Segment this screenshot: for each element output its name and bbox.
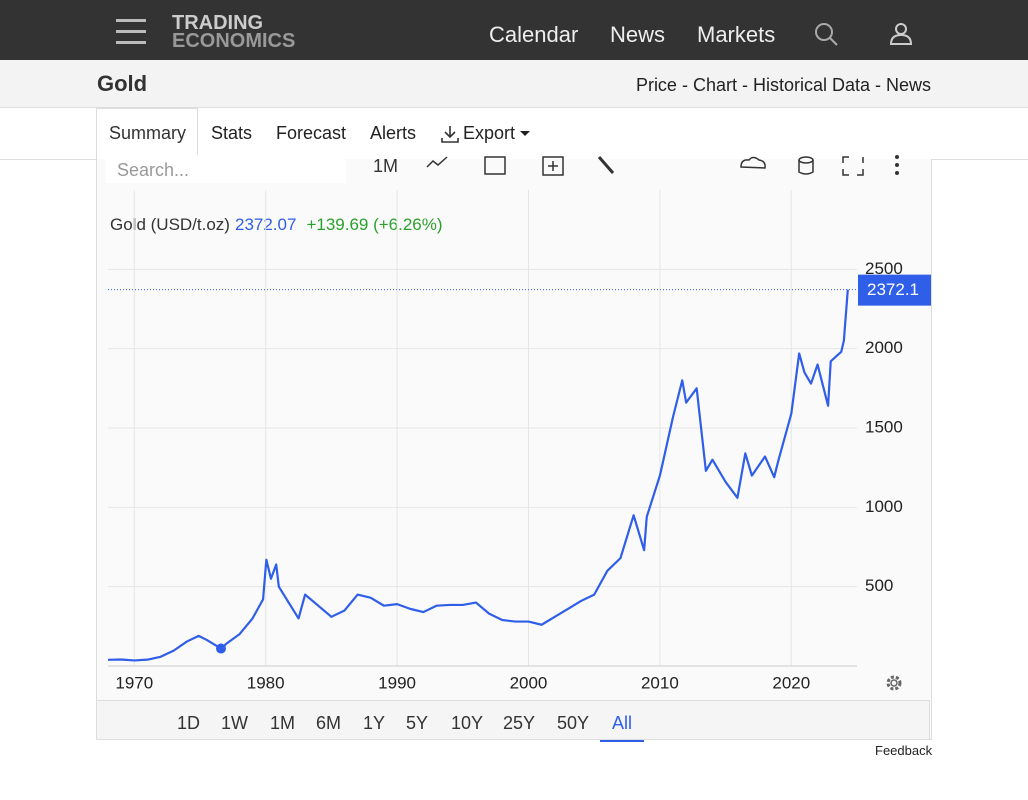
search-icon[interactable] <box>814 22 840 48</box>
dropdown-caret <box>520 131 530 136</box>
more-icon-dot <box>895 163 899 167</box>
y-tick-label: 1500 <box>865 417 903 436</box>
legend-change: +139.69 (+6.26%) <box>306 215 442 234</box>
range-button[interactable]: All <box>600 713 645 742</box>
range-button[interactable]: 6M <box>316 713 342 733</box>
y-tick-label: 2500 <box>865 259 903 278</box>
last-value-label: 2372.1 <box>867 280 919 299</box>
search-input[interactable]: Search... <box>106 155 346 183</box>
data-icon-body <box>798 160 814 175</box>
menu-icon[interactable] <box>116 18 148 46</box>
nav-link[interactable]: News <box>610 22 666 47</box>
sub-bar: Gold Price - Chart - Historical Data - N… <box>0 60 1028 108</box>
nav-link[interactable]: Markets <box>697 22 776 47</box>
y-tick-label: 1000 <box>865 497 903 516</box>
active-tab-box <box>96 108 198 160</box>
last-value-box <box>858 274 931 306</box>
x-tick-label: 1970 <box>115 673 153 692</box>
range-button[interactable]: 1M <box>270 713 296 733</box>
user-icon[interactable] <box>889 22 913 46</box>
range-button[interactable]: 1Y <box>363 713 386 733</box>
range-button[interactable]: 5Y <box>406 713 429 733</box>
download-icon[interactable] <box>740 156 766 169</box>
interval-button[interactable]: 1M <box>373 156 399 176</box>
price-line <box>107 289 849 662</box>
more-icon[interactable] <box>895 155 899 159</box>
legend: Gold (USD/t.oz) 2372.07 +139.69 (+6.26%) <box>110 215 443 234</box>
fullscreen-icon[interactable] <box>842 156 864 176</box>
y-tick-label: 500 <box>865 576 893 595</box>
toolbar-icons <box>426 155 899 176</box>
x-tick-label: 2000 <box>510 673 548 692</box>
sub-links[interactable]: Price - Chart - Historical Data - News <box>635 75 931 95</box>
more-icon-dot <box>895 171 899 175</box>
line-icon[interactable] <box>426 156 448 168</box>
y-tick-label: 2000 <box>865 338 903 357</box>
tab[interactable]: Summary <box>109 123 187 143</box>
logo[interactable]: TRADING ECONOMICS <box>172 12 296 52</box>
export-icon <box>441 126 459 143</box>
range-button[interactable]: 50Y <box>557 713 590 733</box>
calendar-icon[interactable] <box>484 156 506 175</box>
tab[interactable]: Stats <box>211 123 253 143</box>
tab[interactable]: Export <box>463 123 516 143</box>
legend-name: Gold (USD/t.oz) <box>110 215 230 234</box>
range-button[interactable]: 25Y <box>503 713 536 733</box>
add-icon[interactable] <box>542 156 564 176</box>
highlight-point <box>216 643 227 654</box>
feedback-link[interactable]: Feedback <box>875 743 933 758</box>
range-button[interactable]: 10Y <box>451 713 484 733</box>
tools-icon[interactable] <box>597 156 615 174</box>
x-tick-label: 1990 <box>378 673 416 692</box>
settings-icon[interactable] <box>886 675 902 691</box>
page-title: Gold <box>97 71 148 96</box>
add-icon-plus <box>548 161 558 171</box>
range-button[interactable]: 1W <box>221 713 248 733</box>
x-tick-label: 2020 <box>772 673 810 692</box>
range-button[interactable]: 1D <box>177 713 201 733</box>
top-bar: TRADING ECONOMICS Calendar News Markets <box>0 0 1028 60</box>
range-bar: 1D 1W 1M 6M 1Y 5Y 10Y 25Y 50Y All <box>96 700 930 742</box>
logo-line: TRADING <box>172 12 264 34</box>
tab[interactable]: Alerts <box>370 123 417 143</box>
x-tick-label: 1980 <box>247 673 285 692</box>
logo-line: ECONOMICS <box>172 30 296 52</box>
tab[interactable]: Forecast <box>276 123 347 143</box>
x-tick-label: 2010 <box>641 673 679 692</box>
nav-link[interactable]: Calendar <box>489 22 579 47</box>
plot-background <box>97 190 931 700</box>
